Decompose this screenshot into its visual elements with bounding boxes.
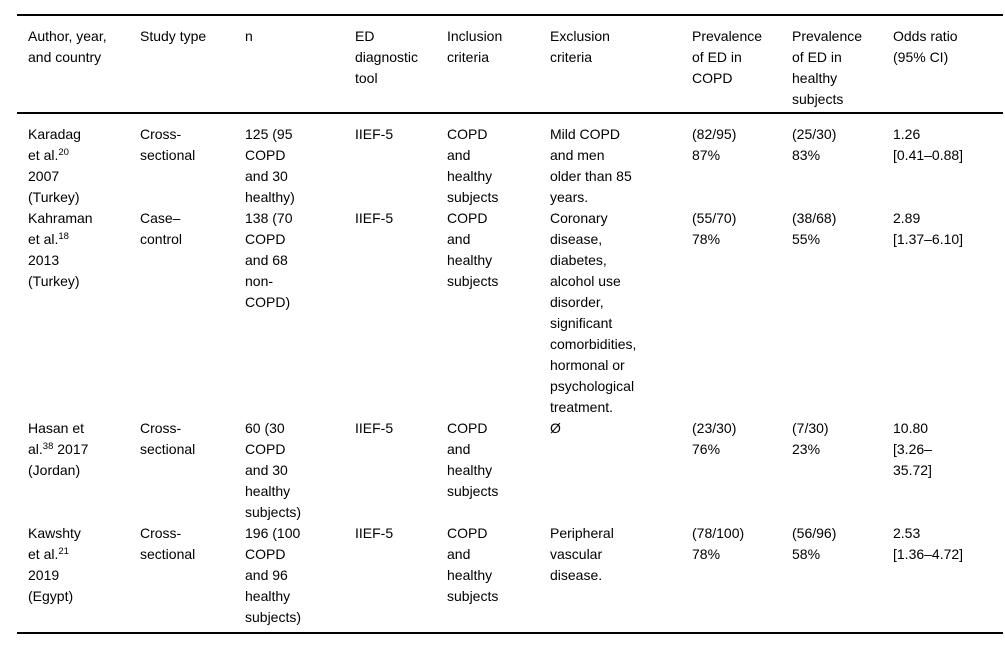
cell-odds-ratio: 1.26 [0.41–0.88]	[893, 126, 964, 163]
author-text: Kahraman et al.	[28, 210, 93, 247]
reference-superscript: 21	[58, 546, 69, 557]
col-header-prevalence-copd: Prevalence of ED in COPD	[692, 15, 792, 114]
header-row: Author, year, and country Study type n E…	[17, 15, 1003, 114]
col-header-ed-tool: ED diagnostic tool	[355, 15, 447, 114]
cell-n: 138 (70 COPD and 68 non- COPD)	[245, 210, 293, 310]
cell-inclusion: COPD and healthy subjects	[447, 210, 499, 289]
col-header-n: n	[245, 15, 355, 114]
cell-odds-ratio: 2.89 [1.37–6.10]	[893, 210, 964, 247]
author-text: 2013 (Turkey)	[28, 252, 80, 289]
reference-superscript: 38	[42, 441, 54, 452]
cell-inclusion: COPD and healthy subjects	[447, 420, 499, 499]
cell-prevalence-healthy: (56/96) 58%	[792, 525, 837, 562]
cell-inclusion: COPD and healthy subjects	[447, 525, 499, 604]
cell-prevalence-healthy: (38/68) 55%	[792, 210, 837, 247]
reference-superscript: 20	[58, 147, 69, 158]
cell-exclusion: Coronary disease, diabetes, alcohol use …	[550, 210, 637, 415]
author-text: Karadag et al.	[28, 126, 81, 163]
cell-prevalence-copd: (23/30) 76%	[692, 420, 737, 457]
author-text: Hasan et al.	[28, 420, 85, 457]
col-header-prevalence-healthy: Prevalence of ED in healthy subjects	[792, 15, 893, 114]
cell-author: Kawshty et al.21 2019 (Egypt)	[17, 523, 140, 633]
cell-ed-tool: IIEF-5	[355, 525, 394, 541]
cell-prevalence-copd: (82/95) 87%	[692, 126, 737, 163]
cell-author: Hasan et al.38 2017 (Jordan)	[17, 418, 140, 523]
cell-exclusion: Peripheral vascular disease.	[550, 525, 614, 583]
cell-odds-ratio: 10.80 [3.26– 35.72]	[893, 420, 932, 478]
table-row-kahraman: Kahraman et al.18 2013 (Turkey) Case– co…	[17, 208, 1003, 418]
cell-prevalence-healthy: (25/30) 83%	[792, 126, 837, 163]
cell-inclusion: COPD and healthy subjects	[447, 126, 499, 205]
cell-exclusion: Ø	[550, 420, 561, 436]
cell-n: 125 (95 COPD and 30 healthy)	[245, 126, 295, 205]
cell-study-type: Cross- sectional	[140, 126, 196, 163]
col-header-study-type: Study type	[140, 15, 245, 114]
author-text: Kawshty et al.	[28, 525, 81, 562]
cell-prevalence-healthy: (7/30) 23%	[792, 420, 829, 457]
table-header: Author, year, and country Study type n E…	[17, 15, 1003, 114]
cell-ed-tool: IIEF-5	[355, 420, 394, 436]
cell-prevalence-copd: (55/70) 78%	[692, 210, 737, 247]
cell-exclusion: Mild COPD and men older than 85 years.	[550, 126, 632, 205]
col-header-inclusion: Inclusion criteria	[447, 15, 550, 114]
studies-table: Author, year, and country Study type n E…	[17, 14, 1003, 634]
col-header-odds-ratio: Odds ratio (95% CI)	[893, 15, 1003, 114]
cell-n: 60 (30 COPD and 30 healthy subjects)	[245, 420, 302, 520]
reference-superscript: 18	[58, 231, 69, 242]
col-header-author: Author, year, and country	[17, 15, 140, 114]
author-text: 2019 (Egypt)	[28, 567, 74, 604]
cell-n: 196 (100 COPD and 96 healthy subjects)	[245, 525, 302, 625]
cell-author: Kahraman et al.18 2013 (Turkey)	[17, 208, 140, 418]
table-row-hasan: Hasan et al.38 2017 (Jordan) Cross- sect…	[17, 418, 1003, 523]
cell-author: Karadag et al.20 2007 (Turkey)	[17, 113, 140, 208]
author-text: 2017 (Jordan)	[28, 441, 89, 478]
cell-prevalence-copd: (78/100) 78%	[692, 525, 745, 562]
cell-study-type: Cross- sectional	[140, 525, 196, 562]
cell-study-type: Cross- sectional	[140, 420, 196, 457]
col-header-exclusion: Exclusion criteria	[550, 15, 692, 114]
table-body: Karadag et al.20 2007 (Turkey) Cross- se…	[17, 113, 1003, 633]
cell-odds-ratio: 2.53 [1.36–4.72]	[893, 525, 964, 562]
cell-study-type: Case– control	[140, 210, 183, 247]
table-row-karadag: Karadag et al.20 2007 (Turkey) Cross- se…	[17, 113, 1003, 208]
table-row-kawshty: Kawshty et al.21 2019 (Egypt) Cross- sec…	[17, 523, 1003, 633]
cell-ed-tool: IIEF-5	[355, 210, 394, 226]
cell-ed-tool: IIEF-5	[355, 126, 394, 142]
author-text: 2007 (Turkey)	[28, 168, 80, 205]
